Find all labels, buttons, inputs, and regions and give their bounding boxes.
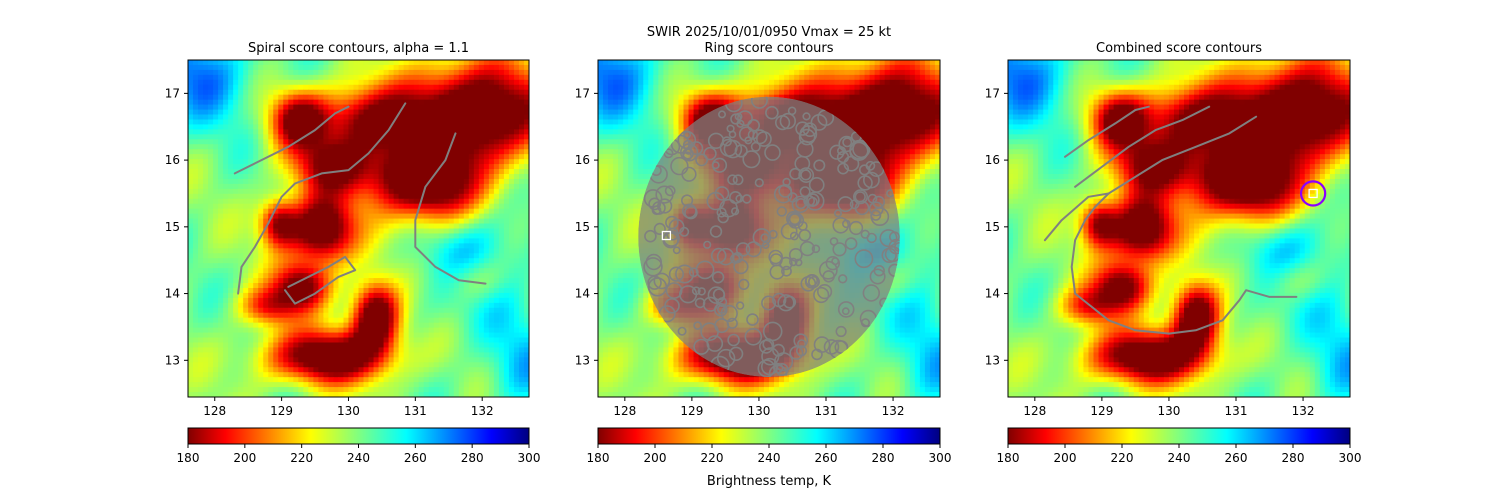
axes-frame [597,59,941,398]
score-contour-1 [1064,105,1150,158]
y-tick-label: 17 [985,86,1000,100]
x-tick-label: 131 [404,404,427,418]
colorbar-tick-label: 260 [815,451,838,465]
colorbar-tick-label: 180 [177,451,200,465]
ring-score-contours [638,96,900,377]
y-tick-label: 16 [575,153,590,167]
x-tick-label: 131 [815,404,838,418]
score-contour-1 [233,105,350,175]
colorbar-tick-label: 280 [1282,451,1305,465]
colorbar-tick-label: 260 [1225,451,1248,465]
score-contour-2 [267,102,407,225]
y-tick-label: 14 [165,287,180,301]
colorbar-tick-label: 240 [758,451,781,465]
colorbar-tick-label: 220 [701,451,724,465]
y-tick-label: 16 [165,153,180,167]
score-contour-3 [1043,115,1258,242]
x-tick-label: 132 [471,404,494,418]
colorbar-tick-label: 200 [644,451,667,465]
x-tick-label: 132 [1292,404,1315,418]
x-tick-label: 129 [1090,404,1113,418]
y-tick-label: 13 [165,353,180,367]
x-tick-label: 128 [1023,404,1046,418]
x-tick-label: 129 [680,404,703,418]
brightness-temp-heatmap [188,60,529,397]
center-marker-square [1308,188,1318,199]
colorbar-tick-label: 200 [1054,451,1077,465]
colorbar-tick-label: 180 [997,451,1020,465]
center-marker-square [661,230,672,241]
colorbar-tick-label: 200 [233,451,256,465]
colorbar [597,427,941,445]
y-tick-label: 14 [575,287,590,301]
colorbar-tick-label: 240 [1168,451,1191,465]
panel-title: Spiral score contours, alpha = 1.1 [248,41,469,56]
panel-2: Ring score contours 128 129 130 131 132 13 14 15… [575,41,952,465]
score-contour-5 [1070,219,1298,335]
y-tick-label: 16 [985,153,1000,167]
panel-title: Ring score contours [704,41,833,56]
colorbar-tick-label: 220 [290,451,313,465]
x-tick-label: 131 [1225,404,1248,418]
y-tick-label: 13 [985,353,1000,367]
colorbar-tick-label: 300 [518,451,541,465]
x-tick-label: 128 [613,404,636,418]
brightness-temp-heatmap [1008,60,1350,397]
figure-suptitle: SWIR 2025/10/01/0950 Vmax = 25 kt [647,25,891,40]
colorbar [187,427,530,445]
y-tick-label: 14 [985,287,1000,301]
score-contour-2 [1074,105,1211,188]
colorbar-tick-label: 260 [404,451,427,465]
y-tick-label: 15 [575,220,590,234]
colorbar-label: Brightness temp, K [707,474,832,489]
x-tick-label: 128 [203,404,226,418]
y-tick-label: 13 [575,353,590,367]
x-tick-label: 132 [882,404,905,418]
colorbar-tick-label: 300 [929,451,952,465]
center-marker-circle [1299,180,1327,207]
colorbar-tick-label: 300 [1339,451,1362,465]
colorbar-tick-label: 240 [347,451,370,465]
colorbar-tick-label: 180 [587,451,610,465]
y-tick-label: 15 [165,220,180,234]
score-contour-4 [1084,192,1110,222]
x-tick-label: 129 [270,404,293,418]
colorbar-tick-label: 280 [872,451,895,465]
axes-frame [187,59,530,398]
y-tick-label: 15 [985,220,1000,234]
score-contour-5 [414,132,487,285]
colorbar [1007,427,1351,445]
panel-title: Combined score contours [1096,41,1262,56]
score-contour-3 [237,222,270,295]
colorbar-tick-label: 280 [461,451,484,465]
panel-3: Combined score contours 128 129 130 131 132 13… [985,41,1362,465]
score-contour-4 [284,255,357,305]
x-tick-label: 130 [747,404,770,418]
y-tick-label: 17 [165,86,180,100]
x-tick-label: 130 [1157,404,1180,418]
colorbar-tick-label: 220 [1111,451,1134,465]
y-tick-label: 17 [575,86,590,100]
x-tick-label: 130 [337,404,360,418]
axes-frame [1007,59,1351,398]
panel-1: Spiral score contours, alpha = 1.1 128 129… [165,41,541,465]
